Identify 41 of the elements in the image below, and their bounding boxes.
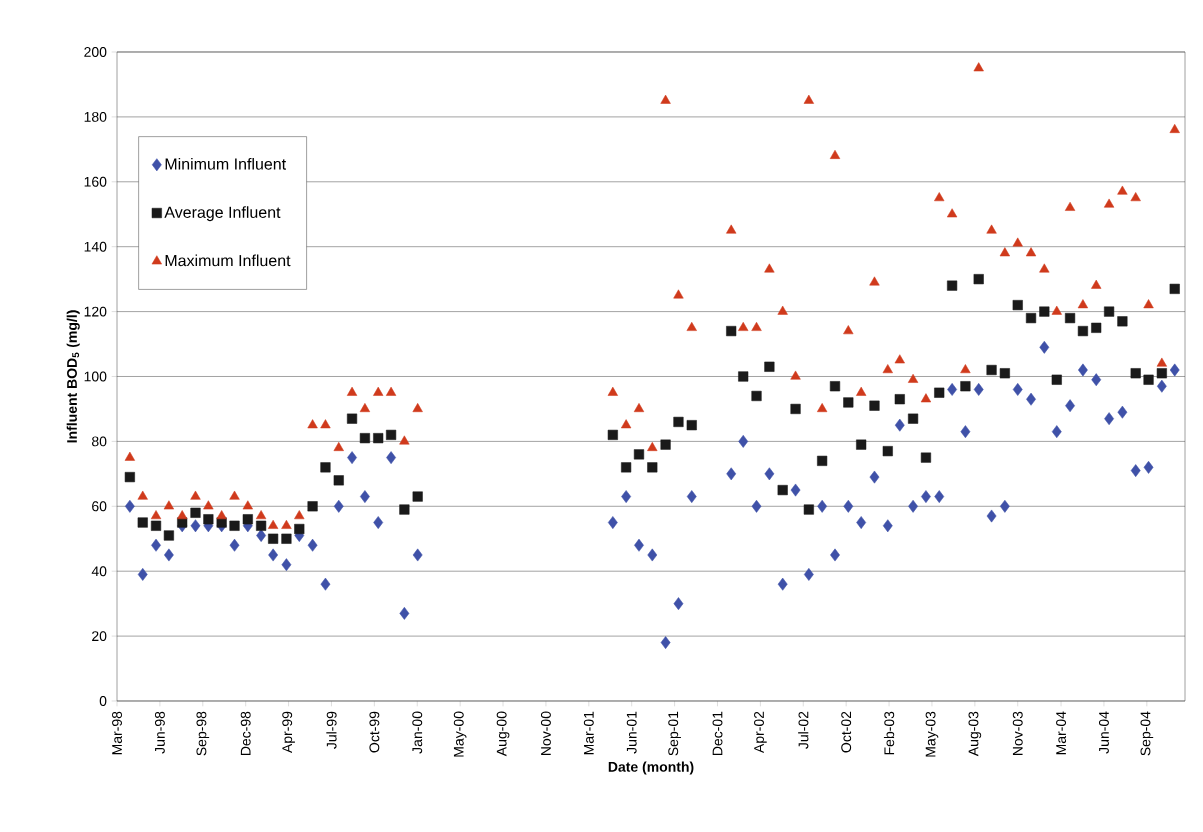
- y-tick-label: 0: [99, 696, 107, 706]
- x-tick-label: Nov-00: [540, 711, 551, 756]
- legend-label: Minimum Influent: [165, 157, 287, 170]
- x-tick-label: May-00: [453, 711, 467, 757]
- x-tick-label: Sep-98: [196, 711, 210, 756]
- y-tick-label: 200: [84, 47, 107, 57]
- x-tick-label: Nov-03: [1012, 711, 1023, 756]
- x-tick-label: Mar-01: [583, 711, 594, 755]
- y-tick-label: 120: [84, 306, 107, 317]
- y-tick-label: 160: [84, 176, 107, 187]
- x-tick-label: Jul-99: [326, 711, 337, 749]
- x-tick-label: Aug-00: [496, 711, 510, 757]
- y-tick-label: 60: [92, 501, 107, 512]
- y-tick-label: 140: [84, 241, 107, 252]
- y-tick-label: 20: [92, 631, 107, 642]
- x-tick-label: Apr-02: [754, 711, 767, 754]
- x-tick-label: Jun-98: [154, 711, 165, 754]
- legend-label: Maximum Influent: [165, 254, 291, 267]
- x-tick-label: Jun-04: [1099, 711, 1109, 754]
- x-axis-title: Date (month): [608, 761, 694, 775]
- x-tick-label: May-03: [925, 711, 939, 757]
- x-tick-label: Jul-02: [798, 711, 809, 749]
- legend-label: Average Influent: [164, 206, 281, 222]
- x-tick-label: Apr-99: [282, 711, 295, 754]
- x-tick-label: Oct-99: [369, 711, 380, 753]
- x-tick-label: Sep-04: [1140, 711, 1154, 756]
- x-tick-label: Jan-00: [412, 711, 423, 754]
- x-tick-label: Dec-01: [712, 711, 723, 756]
- x-tick-label: Jun-01: [626, 711, 637, 754]
- y-tick-label: 40: [91, 566, 107, 577]
- x-tick-label: Mar-04: [1056, 711, 1067, 755]
- x-tick-label: Oct-02: [841, 711, 852, 753]
- y-axis-title: Influent BOD$_{5}$ (mg/l): [66, 310, 80, 443]
- x-tick-label: Mar-98: [112, 711, 122, 755]
- x-tick-label: Aug-03: [968, 711, 982, 757]
- y-tick-label: 180: [84, 111, 107, 122]
- x-tick-label: Sep-01: [668, 711, 681, 756]
- y-tick-label: 80: [91, 436, 107, 447]
- x-tick-label: Dec-98: [240, 711, 251, 756]
- y-tick-label: 100: [84, 371, 107, 382]
- x-tick-label: Feb-03: [883, 711, 895, 755]
